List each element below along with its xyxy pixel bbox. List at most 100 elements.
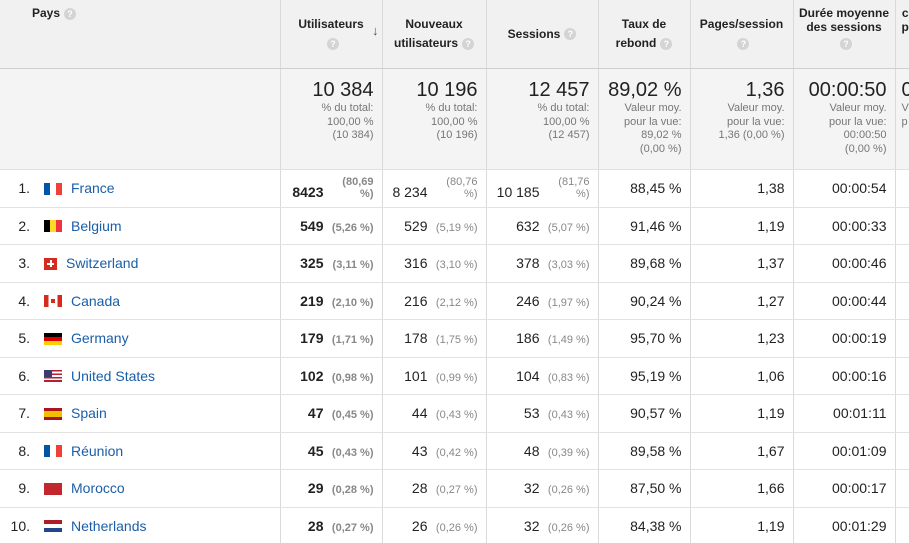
germany-flag-icon [44, 332, 62, 345]
users-column-header[interactable]: Utilisateurs? ↓ [280, 0, 383, 69]
cut-cell [895, 394, 909, 433]
pages-session-cell: 1,19 [690, 507, 794, 543]
users-value: 28 [307, 517, 324, 534]
users-cell: 179 (1,71 %) [280, 319, 383, 358]
new-users-percent: (0,27 %) [435, 484, 478, 497]
country-link[interactable]: Réunion [71, 442, 124, 459]
total-users: 10 384% du total: 100,00 % (10 384) [280, 68, 383, 170]
avg-duration-column-header[interactable]: Durée moyenne des sessions? [793, 0, 896, 69]
sessions-cell: 104 (0,83 %) [486, 357, 599, 395]
users-cell: 219 (2,10 %) [280, 282, 383, 320]
users-value: 549 [300, 217, 324, 234]
cut-cell [895, 207, 909, 245]
new-users-cell: 101 (0,99 %) [382, 357, 487, 395]
sessions-value: 104 [516, 367, 540, 384]
new-users-value: 28 [411, 480, 428, 497]
country-cell: 2. Belgium [0, 207, 281, 245]
row-rank: 8. [18, 442, 30, 459]
sessions-value: 32 [523, 480, 540, 497]
sessions-percent: (0,26 %) [547, 521, 590, 534]
users-cell: 325 (3,11 %) [280, 244, 383, 283]
pages-session-column-header[interactable]: Pages/session? [690, 0, 794, 69]
new-users-cell: 8 234 (80,76 %) [382, 169, 487, 208]
pages-session-cell: 1,37 [690, 244, 794, 283]
sessions-percent: (1,49 %) [547, 334, 590, 347]
sessions-value: 378 [516, 255, 540, 272]
table-row: 7. Spain 47 (0,45 %) 44 (0,43 %) 53 (0,43 %) 90,… [0, 394, 909, 433]
netherlands-flag-icon [44, 520, 62, 533]
country-link[interactable]: Belgium [71, 217, 122, 234]
sort-descending-icon[interactable]: ↓ [372, 23, 379, 38]
users-percent: (0,98 %) [331, 371, 374, 384]
france-flag-icon [44, 182, 62, 195]
new-users-column-header[interactable]: Nouveaux utilisateurs? [382, 0, 487, 69]
country-link[interactable]: Switzerland [66, 255, 139, 272]
country-header-label: Pays [32, 6, 61, 20]
new-users-percent: (0,99 %) [435, 371, 478, 384]
new-users-header-label-2: utilisateurs [393, 36, 459, 50]
users-percent: (0,28 %) [331, 484, 374, 497]
users-cell: 47 (0,45 %) [280, 394, 383, 433]
sessions-value: 48 [523, 442, 540, 459]
country-link[interactable]: Canada [71, 292, 121, 309]
bounce-header-label-2: rebond [615, 36, 657, 50]
new-users-cell: 26 (0,26 %) [382, 507, 487, 543]
bounce-rate-cell: 90,57 % [598, 394, 691, 433]
row-rank: 2. [18, 217, 30, 234]
sessions-cell: 32 (0,26 %) [486, 469, 599, 508]
bounce-rate-cell: 89,58 % [598, 432, 691, 470]
new-users-percent: (2,12 %) [435, 296, 478, 309]
pages-header-label: Pages/session [699, 17, 784, 31]
cut-cell [895, 282, 909, 320]
users-percent: (3,11 %) [332, 259, 374, 272]
help-icon[interactable]: ? [840, 38, 852, 50]
country-link[interactable]: France [71, 180, 115, 197]
row-rank: 4. [18, 292, 30, 309]
totals-row: 10 384% du total: 100,00 % (10 384) 10 196… [0, 68, 909, 170]
table-row: 9. Morocco 29 (0,28 %) 28 (0,27 %) 32 (0,26 %) 8… [0, 469, 909, 508]
country-link[interactable]: Morocco [71, 480, 125, 497]
country-cell: 6. United States [0, 357, 281, 395]
users-percent: (0,43 %) [331, 446, 374, 459]
users-value: 45 [307, 442, 324, 459]
help-icon[interactable]: ? [64, 7, 77, 20]
sessions-cell: 53 (0,43 %) [486, 394, 599, 433]
new-users-percent: (80,76 %) [446, 176, 478, 201]
avg-duration-cell: 00:00:19 [793, 319, 896, 358]
sessions-percent: (81,76 %) [558, 176, 590, 201]
users-value: 47 [307, 405, 324, 422]
sessions-header-label: Sessions [507, 26, 561, 41]
row-rank: 6. [18, 367, 30, 384]
help-icon[interactable]: ? [462, 37, 475, 50]
new-users-cell: 316 (3,10 %) [382, 244, 487, 283]
help-icon[interactable]: ? [564, 28, 577, 41]
avg-duration-cell: 00:00:54 [793, 169, 896, 208]
country-link[interactable]: Netherlands [71, 517, 147, 534]
row-rank: 10. [10, 517, 30, 534]
new-users-cell: 529 (5,19 %) [382, 207, 487, 245]
users-percent: (0,45 %) [331, 409, 374, 422]
sessions-value: 246 [516, 292, 540, 309]
bounce-rate-cell: 84,38 % [598, 507, 691, 543]
sessions-column-header[interactable]: Sessions? [486, 0, 599, 69]
cut-header-label-1: c [901, 6, 909, 20]
users-cell: 28 (0,27 %) [280, 507, 383, 543]
new-users-cell: 216 (2,12 %) [382, 282, 487, 320]
help-icon[interactable]: ? [660, 37, 673, 50]
country-column-header[interactable]: Pays? [0, 0, 281, 69]
country-link[interactable]: United States [71, 367, 156, 384]
users-percent: (2,10 %) [331, 296, 374, 309]
users-value: 219 [300, 292, 324, 309]
bounce-rate-column-header[interactable]: Taux de rebond? [598, 0, 691, 69]
users-value: 102 [300, 367, 324, 384]
new-users-value: 8 234 [392, 184, 428, 201]
total-bounce-rate: 89,02 % Valeur moy. pour la vue: 89,02 % (0,… [598, 68, 691, 170]
country-link[interactable]: Germany [71, 330, 129, 347]
new-users-value: 43 [411, 442, 428, 459]
country-link[interactable]: Spain [71, 405, 107, 422]
users-value: 8423 [292, 184, 324, 201]
sessions-cell: 246 (1,97 %) [486, 282, 599, 320]
help-icon[interactable]: ? [737, 37, 750, 50]
help-icon[interactable]: ? [326, 37, 339, 50]
